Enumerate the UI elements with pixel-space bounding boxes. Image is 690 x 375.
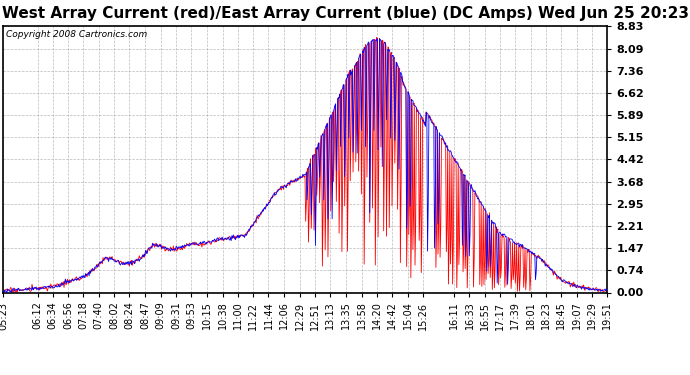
Text: West Array Current (red)/East Array Current (blue) (DC Amps) Wed Jun 25 20:23: West Array Current (red)/East Array Curr… — [1, 6, 689, 21]
Text: Copyright 2008 Cartronics.com: Copyright 2008 Cartronics.com — [6, 30, 148, 39]
